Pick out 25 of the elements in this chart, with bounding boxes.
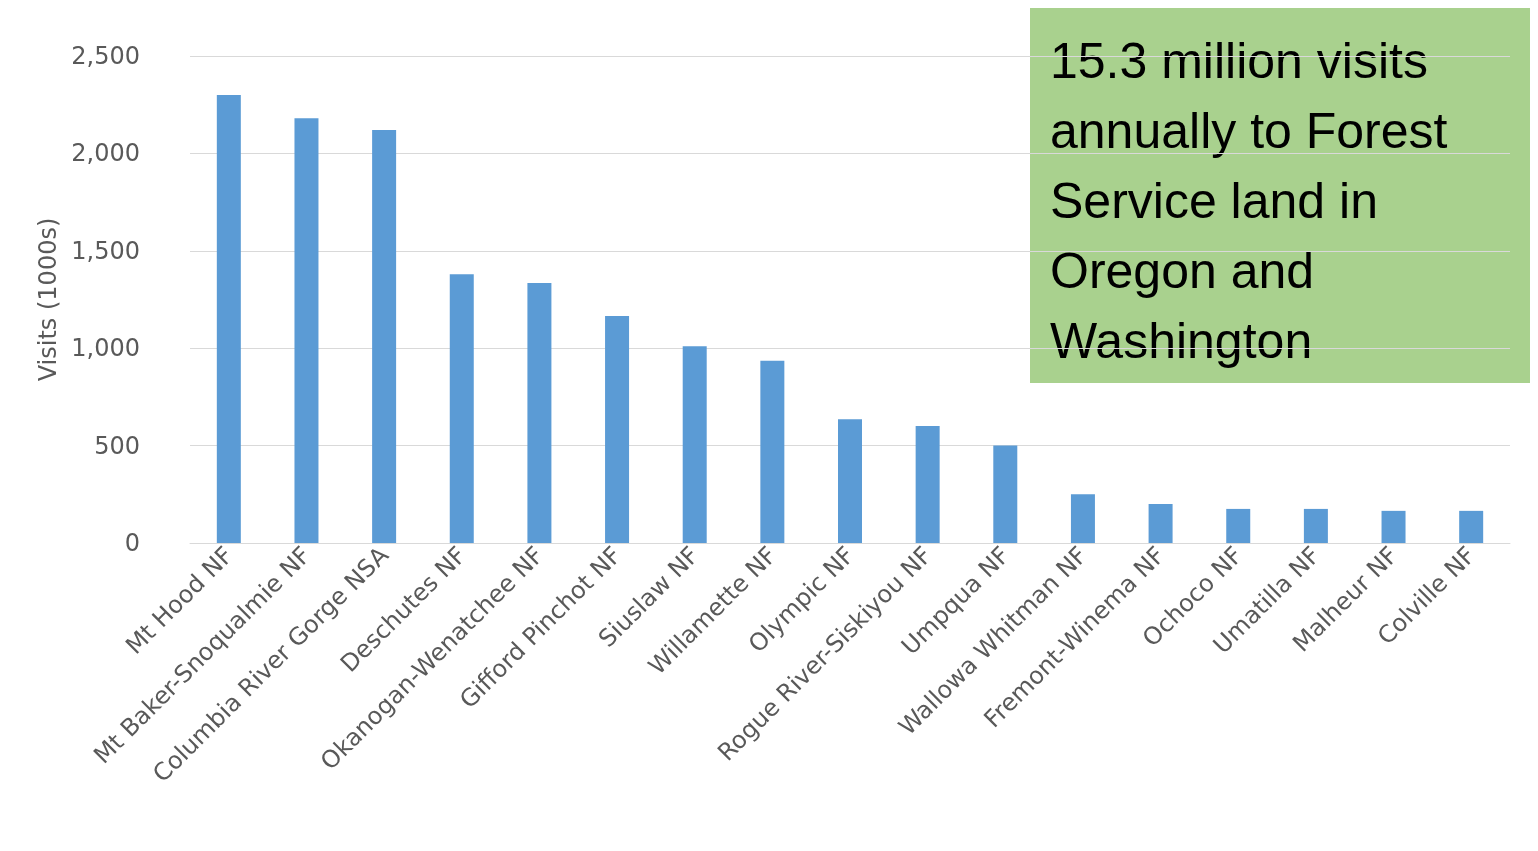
y-axis-title: Visits (1000s) xyxy=(34,217,63,382)
bar xyxy=(294,118,319,543)
bar xyxy=(216,94,241,543)
bar xyxy=(1148,504,1173,543)
y-tick-label: 1,500 xyxy=(71,236,140,265)
bar xyxy=(993,445,1018,543)
bar xyxy=(1226,508,1251,543)
y-tick-label: 2,500 xyxy=(71,42,140,70)
y-tick-label: 500 xyxy=(94,431,140,460)
bar xyxy=(527,282,552,543)
bar xyxy=(838,419,862,543)
bar xyxy=(1459,510,1484,543)
y-tick-label: 0 xyxy=(124,529,140,557)
bar xyxy=(915,426,940,543)
y-tick-label: 1,000 xyxy=(71,334,140,363)
bar xyxy=(682,346,707,543)
bar xyxy=(1381,510,1406,543)
bar xyxy=(1070,494,1095,543)
bar xyxy=(449,274,474,543)
annotation: 15.3 million visits annually to Forest Service land in Oregon and Washington xyxy=(1050,33,1462,369)
bar xyxy=(760,360,785,543)
bar xyxy=(1303,508,1328,543)
y-tick-label: 2,000 xyxy=(71,139,140,168)
bar xyxy=(605,316,630,543)
bar xyxy=(372,130,397,543)
